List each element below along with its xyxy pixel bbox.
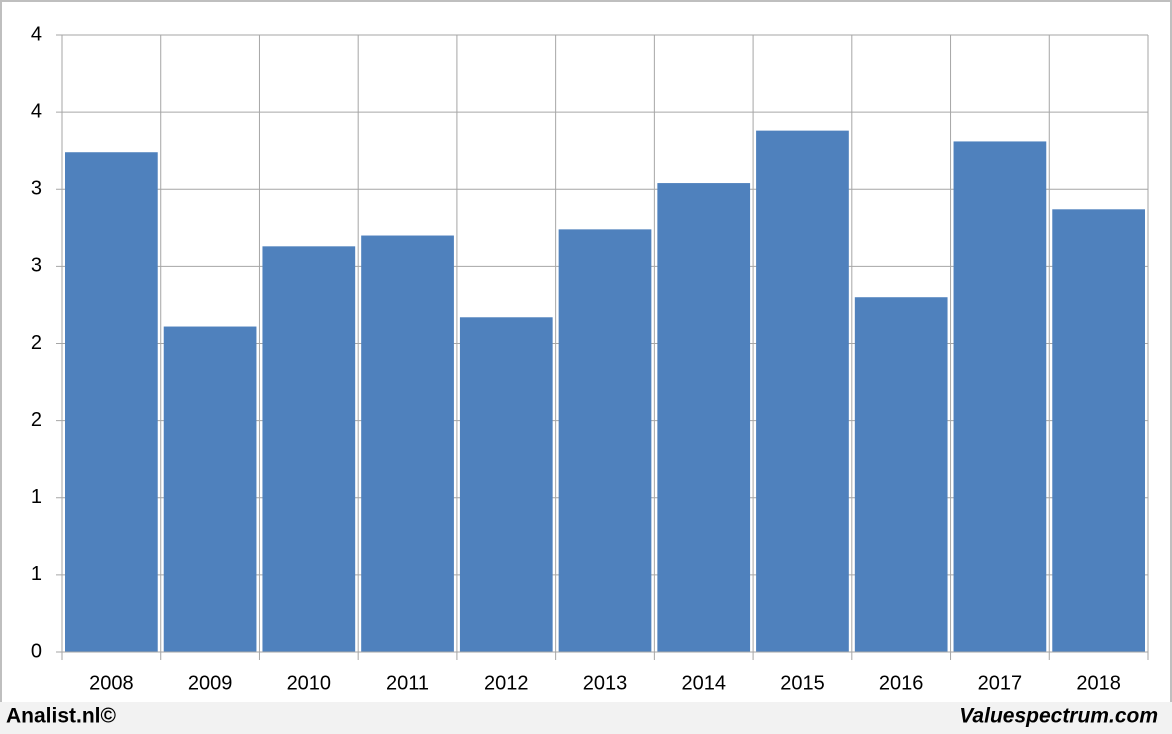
- bar: [756, 130, 849, 652]
- footer-band: [0, 702, 1172, 734]
- bar: [262, 246, 356, 652]
- x-tick-label: 2011: [386, 672, 429, 694]
- x-tick-label: 2010: [287, 672, 332, 694]
- bar: [163, 326, 257, 652]
- footer-right: Valuespectrum.com: [959, 705, 1158, 728]
- footer-left: Analist.nl©: [6, 705, 117, 728]
- bar: [953, 141, 1047, 652]
- x-tick-label: 2015: [780, 672, 825, 694]
- y-tick-label: 4: [31, 100, 42, 122]
- x-tick-label: 2016: [879, 672, 924, 694]
- y-tick-label: 4: [31, 23, 42, 45]
- bar: [1052, 209, 1145, 653]
- bar: [459, 317, 553, 652]
- y-tick-label: 3: [31, 178, 42, 200]
- bar: [361, 235, 454, 652]
- y-tick-label: 1: [31, 486, 42, 508]
- x-tick-label: 2012: [484, 672, 529, 694]
- x-tick-label: 2018: [1076, 672, 1121, 694]
- x-tick-label: 2008: [89, 672, 134, 694]
- bar: [558, 229, 652, 653]
- y-tick-label: 2: [31, 409, 42, 431]
- y-tick-label: 0: [31, 640, 42, 662]
- y-tick-label: 3: [31, 255, 42, 277]
- bar: [854, 297, 948, 652]
- x-tick-label: 2014: [681, 672, 726, 694]
- x-tick-label: 2017: [978, 672, 1023, 694]
- y-tick-label: 2: [31, 332, 42, 354]
- y-tick-label: 1: [31, 563, 42, 585]
- x-tick-label: 2009: [188, 672, 233, 694]
- bar: [65, 152, 158, 653]
- x-tick-label: 2013: [583, 672, 628, 694]
- bar: [657, 183, 751, 652]
